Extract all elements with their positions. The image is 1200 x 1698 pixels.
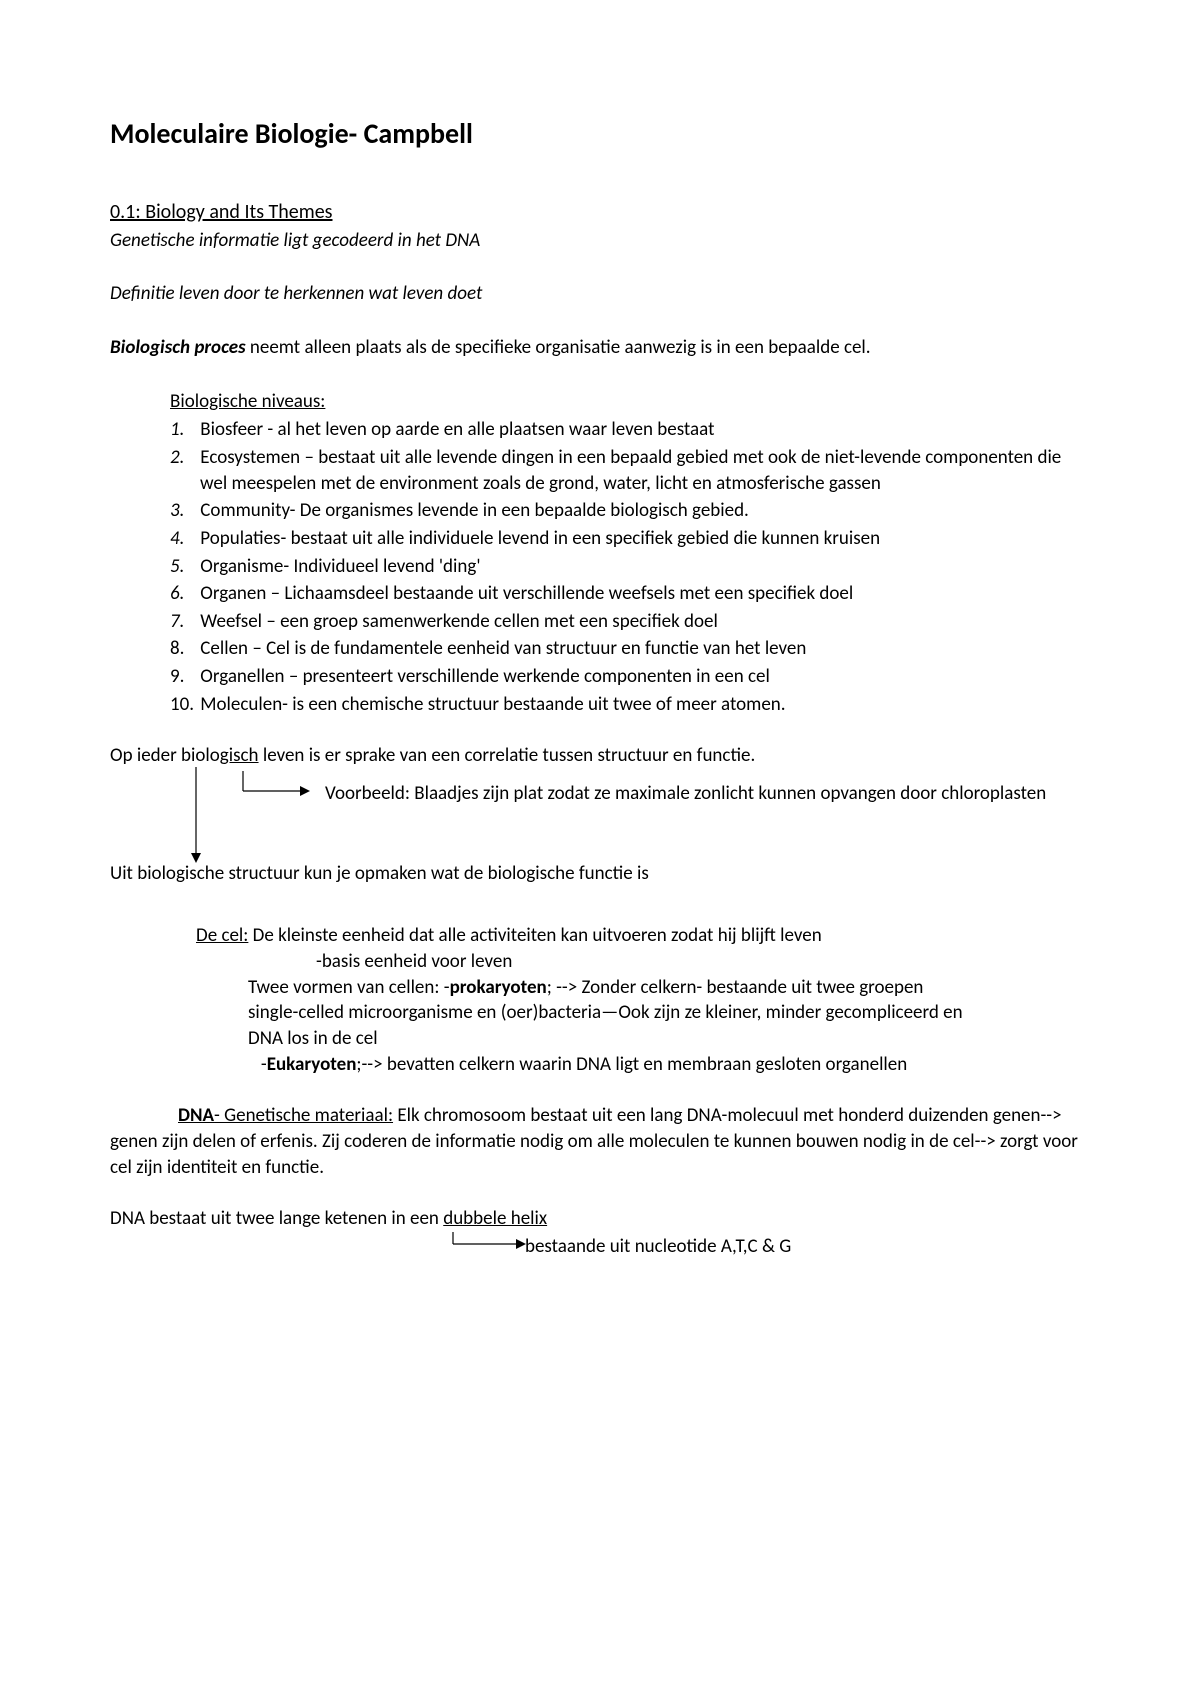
arrow-down-icon [188,767,208,865]
helix-note: bestaande uit nucleotide A,T,C & G [525,1234,791,1260]
structuur-text: Uit biologische structuur kun je opmaken… [110,861,649,887]
list-item: 6. Organen – Lichaamsdeel bestaande uit … [170,581,1090,607]
section-heading: 0.1: Biology and Its Themes [110,199,1090,226]
list-item: 10. Moleculen- is een chemische structuu… [170,692,1090,718]
list-item: 4. Populaties- bestaat uit alle individu… [170,526,1090,552]
italic-line-2: Definitie leven door te herkennen wat le… [110,281,1090,307]
voorbeeld-text: Voorbeeld: Blaadjes zijn plat zodat ze m… [325,781,1085,807]
cel-text4-line: -Eukaryoten;--> bevatten celkern waarin … [248,1052,968,1078]
niveaus-heading: Biologische niveaus: [170,389,1090,415]
list-item: 7. Weefsel – een groep samenwerkende cel… [170,609,1090,635]
bioproces-label: Biologisch proces [110,336,246,359]
page-title: Moleculaire Biologie- Campbell [110,115,1090,153]
list-item: 8. Cellen – Cel is de fundamentele eenhe… [170,636,1090,662]
cel-label: De cel: [196,924,248,947]
list-item: 5. Organisme- Individueel levend 'ding' [170,554,1090,580]
italic-line-1: Genetische informatie ligt gecodeerd in … [110,228,1090,254]
list-item: 2. Ecosystemen – bestaat uit alle levend… [170,445,1090,496]
list-item: 9. Organellen – presenteert verschillend… [170,664,1090,690]
correlatie-text: Op ieder biologisch leven is er sprake v… [110,743,755,769]
cel-block: De cel: De kleinste eenheid dat alle act… [196,923,1090,949]
niveaus-list: 1. Biosfeer - al het leven op aarde en a… [170,417,1090,717]
arrow-right-small-icon [450,1232,530,1256]
list-item: 3. Community- De organismes levende in e… [170,498,1090,524]
list-item: 1. Biosfeer - al het leven op aarde en a… [170,417,1090,443]
helix-text: DNA bestaat uit twee lange ketenen in ee… [110,1206,1090,1232]
cel-text2: -basis eenheid voor leven [316,949,1090,975]
dna-paragraph: DNA- Genetische materiaal: Elk chromosoo… [110,1103,1090,1180]
cel-text3: Twee vormen van cellen: -prokaryoten; --… [248,975,968,1052]
cel-text1: De kleinste eenheid dat alle activiteite… [248,924,821,947]
arrow-right-icon [240,771,315,801]
bioproces-text: neemt alleen plaats als de specifieke or… [246,336,871,359]
bioproces-paragraph: Biologisch proces neemt alleen plaats al… [110,335,1090,361]
